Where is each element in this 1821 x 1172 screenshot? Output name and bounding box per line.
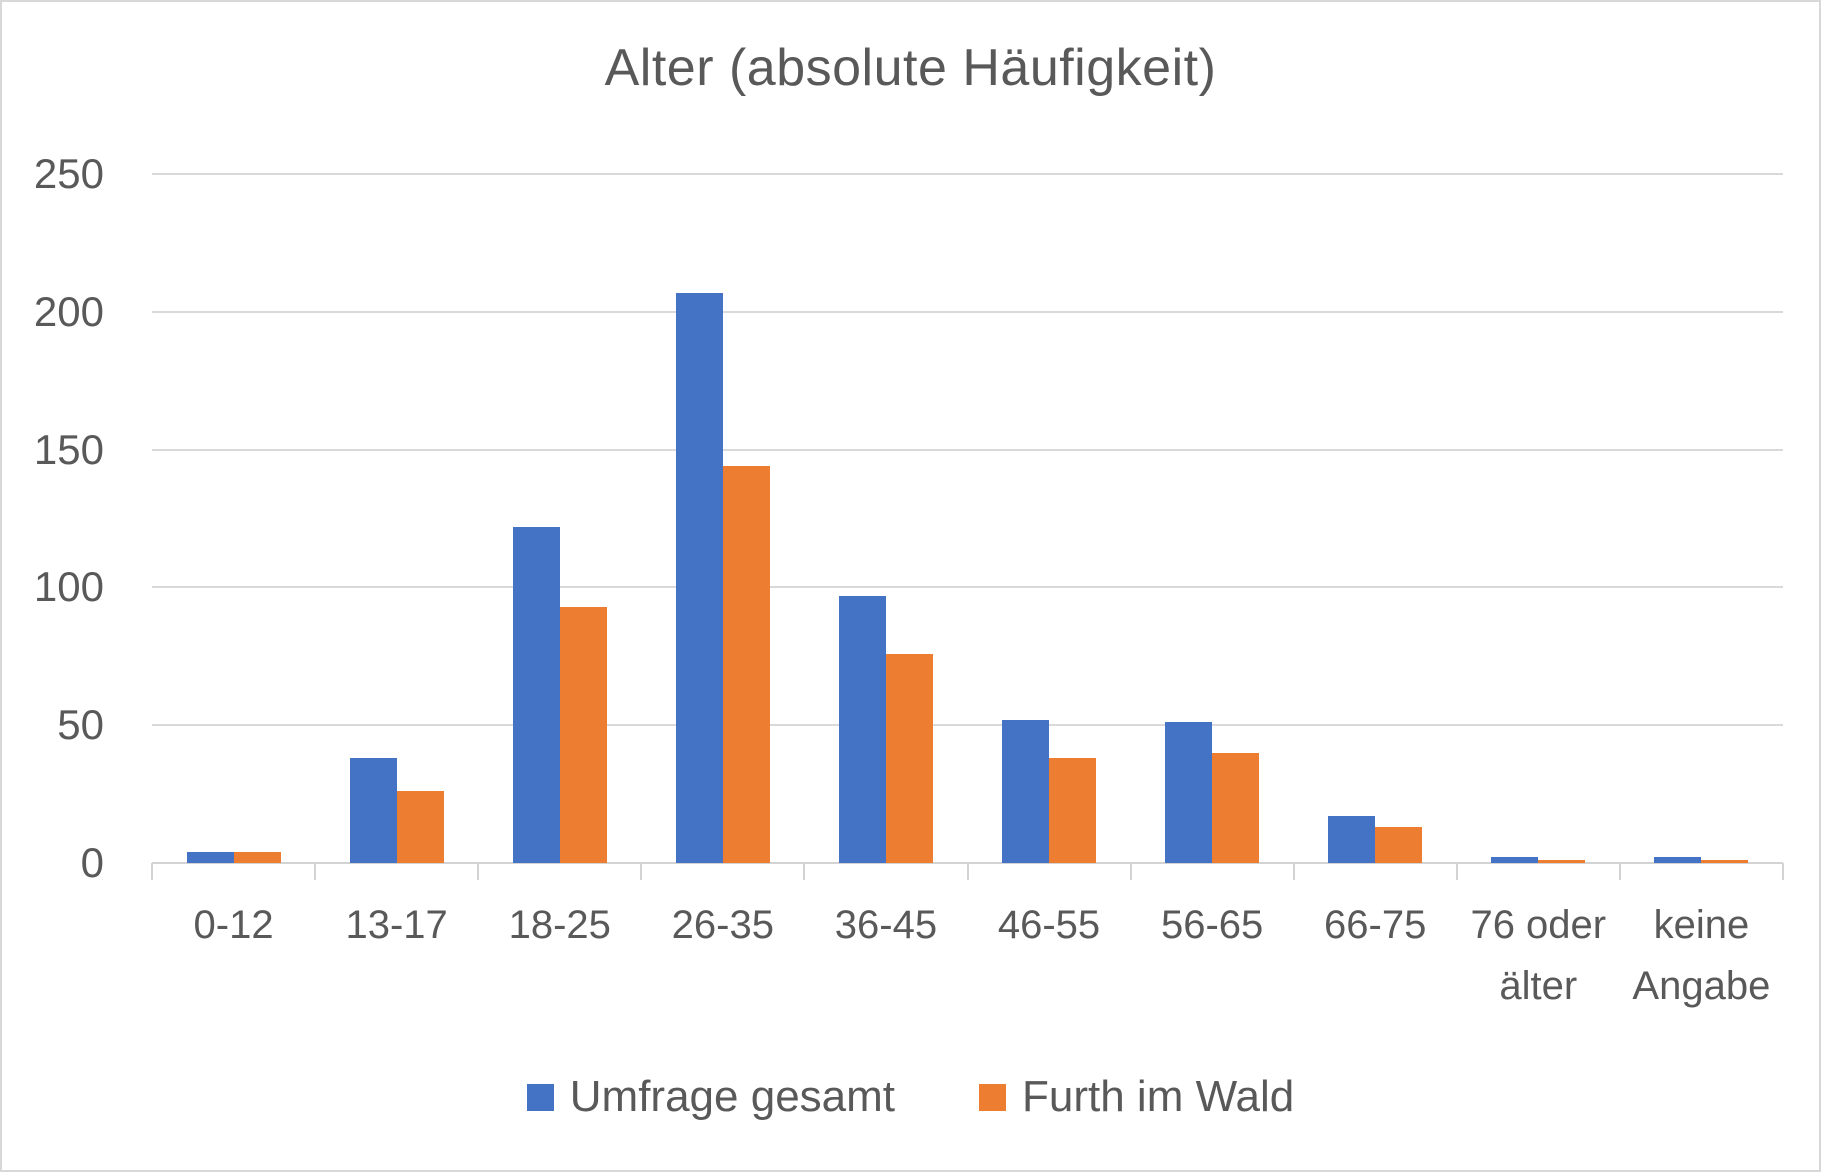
bar-groups	[152, 174, 1783, 863]
x-axis-tick	[966, 863, 969, 880]
x-tick-label-36-45: 36-45	[834, 903, 938, 947]
bar-group-keine Angabe	[1620, 174, 1783, 863]
x-axis-tick	[477, 863, 480, 880]
bar-umfrage-gesamt-66-75	[1328, 816, 1376, 863]
x-axis-tick	[1455, 863, 1458, 880]
x-axis-tick	[640, 863, 643, 880]
bar-furth-im-wald-18-25	[559, 607, 607, 863]
bar-furth-im-wald-26-35	[722, 466, 770, 863]
y-tick-label-150: 150	[33, 425, 104, 473]
y-tick-label-0: 0	[80, 839, 104, 886]
legend-label: Umfrage gesamt	[569, 1072, 896, 1121]
x-tick-label-46-55: 46-55	[997, 903, 1101, 947]
bar-group-66-75	[1294, 174, 1457, 863]
bar-group-76 oder älter	[1457, 174, 1620, 863]
bar-furth-im-wald-0-12	[233, 852, 281, 863]
bar-umfrage-gesamt-36-45	[838, 596, 886, 863]
bar-umfrage-gesamt-keine Angabe	[1654, 857, 1702, 863]
bar-umfrage-gesamt-56-65	[1165, 722, 1213, 863]
gridline-150	[152, 448, 1783, 451]
legend-item-umfrage-gesamt: Umfrage gesamt	[526, 1072, 896, 1122]
bar-umfrage-gesamt-18-25	[512, 527, 560, 863]
gridline-250	[152, 173, 1783, 175]
gridline-50	[152, 724, 1783, 727]
x-tick-label-26-35: 26-35	[671, 903, 774, 947]
legend-swatch-icon	[526, 1083, 554, 1111]
bar-furth-im-wald-76 oder älter	[1538, 860, 1586, 863]
bar-group-0-12	[152, 174, 315, 863]
gridline-200	[152, 310, 1783, 313]
chart-title: Alter (absolute Häufigkeit)	[604, 39, 1217, 97]
x-tick-label-56-65: 56-65	[1160, 903, 1264, 947]
y-tick-label-200: 200	[33, 287, 104, 335]
bar-furth-im-wald-36-45	[885, 654, 933, 863]
x-axis-line	[152, 862, 1783, 864]
plot-area	[152, 173, 1783, 864]
bar-umfrage-gesamt-26-35	[675, 293, 723, 863]
bar-group-26-35	[641, 174, 804, 863]
bar-furth-im-wald-keine Angabe	[1701, 860, 1749, 863]
y-tick-label-100: 100	[33, 563, 104, 611]
x-axis-tick	[803, 863, 806, 880]
x-tick-label-13-17: 13-17	[345, 903, 448, 947]
gridline-100	[152, 586, 1783, 589]
bar-group-46-55	[967, 174, 1130, 863]
x-tick-label-18-25: 18-25	[508, 903, 611, 947]
bar-umfrage-gesamt-13-17	[349, 758, 397, 863]
x-axis-tick	[1129, 863, 1132, 880]
bar-group-13-17	[315, 174, 478, 863]
bar-furth-im-wald-46-55	[1049, 758, 1097, 863]
bar-group-56-65	[1131, 174, 1294, 863]
x-axis-tick	[1782, 863, 1784, 880]
x-tick-label-keine Angabe: keine Angabe	[1632, 903, 1771, 1008]
x-axis-labels: 0-12 13-17 18-25 26-35 36-45 46-55 56-65 66-75 7…	[152, 895, 1783, 1017]
legend-item-furth-im-wald: Furth im Wald	[979, 1072, 1294, 1122]
x-tick-label-0-12: 0-12	[193, 903, 274, 947]
y-tick-label-50: 50	[57, 701, 104, 749]
bar-group-36-45	[804, 174, 967, 863]
x-axis-tick	[314, 863, 317, 880]
legend: Umfrage gesamt Furth im Wald	[2, 1072, 1819, 1122]
bar-group-18-25	[478, 174, 641, 863]
bar-furth-im-wald-56-65	[1212, 753, 1260, 863]
bar-umfrage-gesamt-76 oder älter	[1491, 857, 1539, 863]
x-axis-tick	[151, 863, 153, 880]
bar-furth-im-wald-13-17	[396, 791, 444, 863]
bar-furth-im-wald-66-75	[1375, 827, 1423, 863]
x-axis-tick	[1618, 863, 1621, 880]
x-tick-label-76 oder älter: 76 oder älter	[1470, 903, 1607, 1008]
legend-label: Furth im Wald	[1022, 1072, 1295, 1121]
x-axis-tick	[1292, 863, 1295, 880]
bar-umfrage-gesamt-0-12	[186, 852, 234, 863]
x-tick-label-66-75: 66-75	[1324, 903, 1427, 947]
bar-umfrage-gesamt-46-55	[1002, 720, 1050, 863]
legend-swatch-icon	[979, 1083, 1007, 1111]
y-tick-label-250: 250	[33, 150, 104, 197]
